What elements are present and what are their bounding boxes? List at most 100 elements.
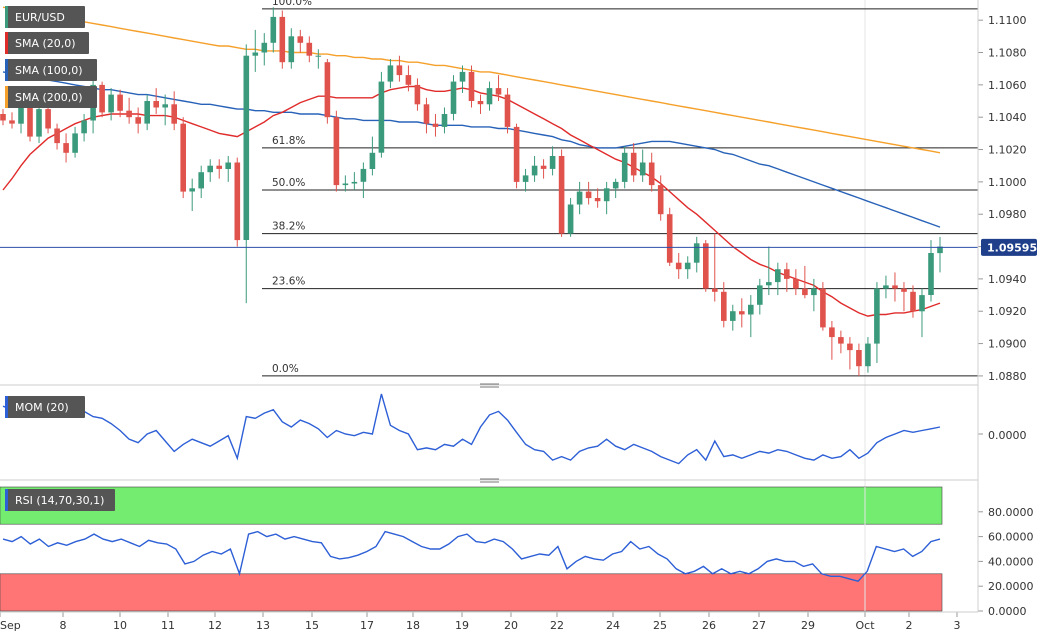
candle-body (396, 65, 403, 76)
candle-body (378, 81, 385, 153)
candle-body (748, 304, 754, 315)
candle-body (639, 162, 646, 176)
candle-body (297, 36, 304, 43)
candle (567, 198, 574, 237)
candle (189, 178, 195, 211)
candle (693, 236, 700, 273)
candle-body (144, 101, 150, 124)
rsi-overbought-zone (0, 486, 943, 525)
rsi-oversold-zone (0, 573, 943, 612)
candle-body (513, 126, 520, 182)
rsi-tick-label: 80.0000 (988, 506, 1034, 519)
sma20-label: SMA (20,0) (15, 37, 76, 50)
candle-body (838, 337, 844, 344)
current-price-value: 1.09595 (987, 241, 1037, 254)
candle (612, 178, 619, 199)
candle (432, 113, 439, 137)
candle-body (441, 114, 448, 127)
sma20-badge[interactable]: SMA (20,0) (5, 32, 89, 54)
candle (594, 188, 601, 208)
candle-body (387, 65, 394, 82)
price-panel: 100.0% 61.8% 50.0% 38.2% 23.6% 0.0% 1.1100 1.1… (0, 0, 1037, 612)
sma200-label: SMA (200,0) (15, 91, 83, 104)
sma100-label: SMA (100,0) (15, 64, 83, 77)
candle (928, 240, 934, 302)
candle (450, 75, 457, 121)
pair-badge[interactable]: EUR/USD (5, 6, 85, 28)
candle-body (558, 156, 565, 234)
time-tick-label: 2 (906, 619, 913, 632)
candle-body (72, 133, 78, 153)
candle-body (189, 188, 195, 192)
price-tick-label: 1.1040 (988, 111, 1027, 124)
candle-body (234, 162, 241, 241)
time-tick-label: Oct (855, 619, 875, 632)
time-tick-label: Sep (0, 619, 21, 632)
candle-body (9, 120, 15, 124)
candle (72, 126, 78, 158)
candle-body (270, 16, 277, 43)
candle-body (117, 94, 123, 111)
candle (270, 7, 277, 53)
candle-body (594, 198, 601, 202)
candle (630, 143, 637, 182)
candle-body (811, 288, 817, 296)
candle (405, 65, 412, 92)
candle (558, 149, 565, 237)
candle (198, 165, 204, 199)
candle-body (333, 117, 340, 186)
candle (252, 29, 259, 72)
candle (531, 156, 538, 182)
candle (171, 91, 177, 131)
candles (0, 7, 943, 376)
rsi-tick-label: 60.0000 (988, 531, 1034, 544)
momentum-label: MOM (20) (15, 401, 69, 414)
candle-body (603, 188, 610, 202)
rsi-badge[interactable]: RSI (14,70,30,1) (5, 489, 115, 511)
candle-body (261, 42, 268, 53)
candle (387, 58, 394, 89)
candle (829, 320, 835, 360)
price-tick-label: 1.0980 (988, 208, 1027, 221)
sma100-badge[interactable]: SMA (100,0) (5, 59, 97, 81)
time-tick-label: 26 (702, 619, 716, 632)
candle (820, 282, 826, 331)
price-tick-label: 1.0880 (988, 370, 1027, 383)
candle-body (757, 285, 763, 305)
candle-body (108, 94, 114, 113)
candle (748, 295, 754, 338)
momentum-line (2, 393, 941, 465)
candle-body (730, 311, 736, 321)
time-tick-label: 29 (801, 619, 815, 632)
time-tick-label: 18 (406, 619, 420, 632)
momentum-zero-tick: 0.0000 (988, 429, 1027, 442)
candle (892, 272, 898, 302)
candle-body (468, 71, 475, 101)
panel-divider-2[interactable] (0, 478, 978, 483)
price-tick-label: 1.1080 (988, 47, 1027, 60)
panel-divider-1[interactable] (0, 383, 978, 388)
time-tick-label: 12 (208, 619, 222, 632)
candle (135, 107, 141, 134)
momentum-badge[interactable]: MOM (20) (5, 396, 85, 418)
candle-body (153, 101, 159, 108)
candle-body (531, 165, 538, 176)
candle-body (693, 243, 700, 263)
candle (495, 75, 502, 102)
candle-body (820, 288, 826, 328)
candle-body (847, 343, 853, 351)
candle-body (0, 114, 6, 121)
price-tick-label: 1.1060 (988, 79, 1027, 92)
sma200-badge[interactable]: SMA (200,0) (5, 86, 97, 108)
candle (216, 159, 222, 179)
candle-body (495, 88, 502, 95)
candle-body (630, 152, 637, 176)
time-tick-label: 13 (256, 619, 270, 632)
candle-body (892, 285, 898, 289)
candle-body (423, 104, 430, 124)
candle (666, 207, 673, 266)
fib-level-label: 0.0% (272, 363, 299, 375)
time-tick-label: 11 (161, 619, 175, 632)
candle (108, 88, 114, 121)
candle (675, 253, 682, 279)
